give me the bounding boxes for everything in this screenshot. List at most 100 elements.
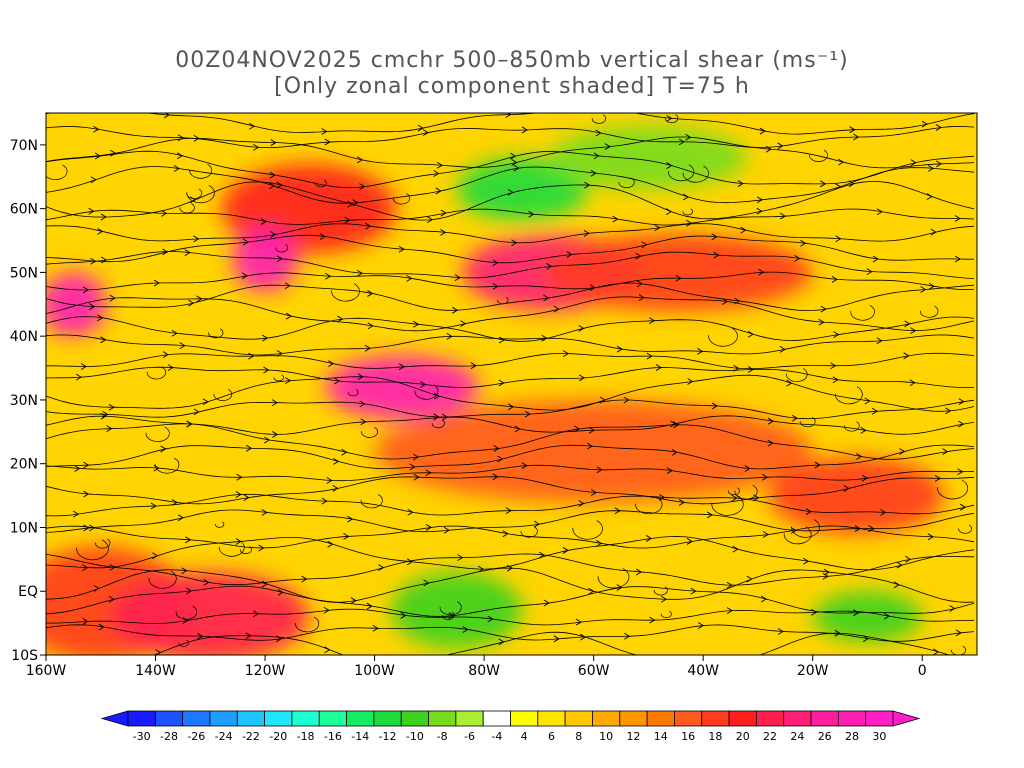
streamline-arrow [400, 612, 407, 619]
streamline-arrow [541, 334, 548, 342]
streamline-arrow [811, 608, 818, 616]
streamline-arrow [425, 469, 432, 477]
streamline-arrow [767, 439, 774, 447]
streamline-arrow [562, 547, 569, 554]
colorbar-swatch [291, 710, 320, 727]
streamline-arrow [930, 228, 937, 236]
streamline-arrow [575, 618, 582, 626]
streamline-arrow [678, 138, 685, 146]
colorbar-swatch [373, 710, 402, 727]
streamline-arrow [876, 337, 883, 345]
streamline-eddy [441, 611, 455, 620]
streamline-arrow [533, 520, 541, 528]
streamline-arrow [160, 445, 167, 453]
colorbar-label: 30 [872, 730, 886, 743]
streamline-arrow [934, 475, 941, 482]
streamline-arrow [452, 306, 459, 314]
streamline-arrow [588, 104, 593, 110]
colorbar-label: -6 [464, 730, 475, 743]
streamline-arrow [854, 525, 861, 532]
streamline-eddy [273, 374, 284, 382]
map-title-line1: 00Z04NOV2025 cmchr 500–850mb vertical sh… [175, 48, 849, 73]
streamline-arrow [73, 510, 80, 518]
streamline [46, 208, 975, 226]
streamline-arrow [587, 442, 594, 450]
streamline-arrow [942, 448, 949, 455]
streamline-arrow [441, 413, 449, 421]
shading-region [538, 234, 813, 311]
lat-label: 30N [10, 393, 38, 409]
streamline-arrow [933, 648, 940, 655]
streamline-arrow [905, 555, 912, 563]
streamline-arrow [830, 362, 837, 370]
streamline-eddy [682, 165, 709, 183]
streamline-arrow [423, 579, 430, 587]
streamline-eddy [218, 540, 245, 557]
streamline-arrow [820, 305, 827, 313]
streamline-arrow [357, 373, 364, 381]
streamline-arrow [596, 466, 603, 474]
colorbar-swatch [537, 710, 566, 727]
streamline [46, 136, 975, 169]
streamline-arrow [578, 500, 585, 507]
colorbar-label: -28 [160, 730, 178, 743]
streamline-arrow [595, 539, 603, 547]
streamline-eddy [189, 164, 213, 179]
streamline-arrow [98, 623, 105, 631]
streamline-arrow [328, 360, 335, 368]
streamline-arrow [409, 463, 416, 471]
streamline-arrow [578, 324, 585, 332]
streamline-eddy [497, 296, 509, 305]
streamline-arrow [109, 294, 116, 302]
streamline-arrow [510, 152, 517, 160]
streamline-eddy [239, 546, 252, 554]
streamline-arrow [511, 239, 518, 247]
shading-region [768, 457, 945, 534]
streamline-arrow [853, 133, 860, 141]
streamline-eddy [597, 568, 630, 589]
streamline-arrow [422, 129, 429, 137]
streamline-eddy [667, 164, 695, 182]
lon-label: 100W [354, 663, 395, 679]
streamline-arrow [457, 554, 464, 562]
streamline-arrow [666, 115, 673, 122]
streamline-arrow [108, 595, 115, 603]
streamline [46, 234, 974, 264]
streamline-arrow [188, 299, 195, 307]
streamline [46, 464, 975, 482]
streamline-eddy [46, 164, 68, 180]
streamline-arrow [761, 473, 769, 481]
streamline-eddy [331, 283, 360, 302]
streamline-arrow [413, 320, 420, 328]
streamline-eddy [186, 185, 215, 204]
streamline-arrow [498, 379, 505, 387]
shading-layer [46, 125, 945, 655]
colorbar-label: -22 [242, 730, 260, 743]
colorbar-label: 10 [599, 730, 613, 743]
streamline-arrow [426, 216, 434, 224]
streamline-arrow [955, 629, 962, 637]
colorbar-label: -26 [187, 730, 205, 743]
streamline-arrow [433, 392, 441, 400]
streamline-arrow [958, 398, 965, 406]
streamline-arrow [849, 126, 856, 134]
streamline-eddy [591, 114, 606, 124]
streamline-arrow [670, 420, 677, 428]
streamline-arrow [321, 128, 328, 135]
streamline-arrow [193, 135, 200, 142]
streamline-arrow [100, 336, 107, 344]
shading-region [812, 591, 923, 643]
streamline-arrow [235, 491, 242, 498]
streamline-eddy [727, 487, 740, 496]
streamline-arrow [746, 575, 753, 583]
streamline-arrow [153, 279, 160, 287]
map-frame [45, 112, 978, 656]
streamline-arrow [658, 657, 663, 663]
streamline-arrow [649, 616, 656, 624]
streamline-arrow [460, 320, 467, 328]
streamline-eddy [175, 605, 198, 620]
streamline [46, 476, 975, 505]
streamline-arrow [666, 162, 673, 169]
streamline-arrow [790, 527, 797, 534]
